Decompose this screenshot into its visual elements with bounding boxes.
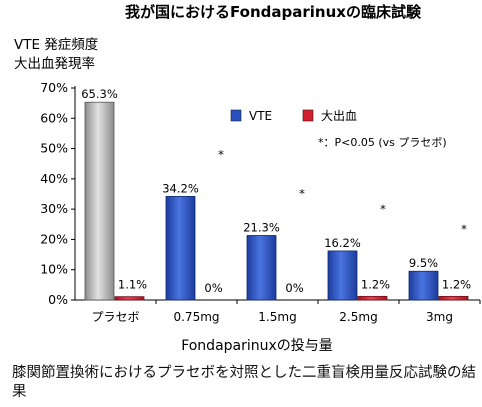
bar-vte (84, 101, 115, 301)
bar-vte (165, 196, 196, 301)
data-label-bleeding: 0% (204, 281, 222, 295)
x-axis-label: Fondaparinuxの投与量 (181, 338, 333, 354)
y-tick-label: 10% (40, 262, 68, 277)
significance-marker: * (380, 202, 386, 216)
y-tick-label: 60% (40, 110, 68, 125)
bar-bleeding (357, 295, 388, 301)
significance-marker: * (218, 147, 224, 161)
bars: 65.3% 1.1% 34.2% 0% * 21.3% 0% * 16.2% 1.2% * 9.5% 1… (81, 87, 471, 301)
significance-note: *：P<0.05 (vs プラセボ) (318, 136, 447, 149)
x-tick-label: 1.5mg (258, 310, 296, 324)
y-tick-label: 20% (40, 231, 68, 246)
y-tick-label: 50% (40, 141, 68, 156)
bar-vte (246, 235, 277, 301)
data-label-vte: 9.5% (409, 256, 438, 270)
y-tick-label: 40% (40, 171, 68, 186)
data-label-vte: 21.3% (243, 220, 280, 234)
chart-title: 我が国におけるFondaparinuxの臨床試験 (125, 3, 422, 21)
y-axis-label-line-2: 大出血発現率 (14, 55, 95, 72)
legend-label-vte: VTE (249, 109, 272, 123)
legend-swatch-vte (230, 109, 242, 122)
significance-marker: * (461, 222, 467, 236)
y-tick-label: 30% (40, 201, 68, 216)
significance-marker: * (299, 186, 305, 200)
x-tick-label: プラセボ (91, 310, 139, 324)
x-tick-label: 3mg (426, 310, 453, 324)
legend-swatch-bleeding (302, 109, 314, 122)
bar-bleeding (438, 295, 469, 301)
data-label-bleeding: 1.2% (442, 277, 471, 291)
chart: 我が国におけるFondaparinuxの臨床試験 VTE 発症頻度 大出血発現率… (14, 3, 481, 354)
legend-label-bleeding: 大出血 (321, 109, 357, 123)
bar-vte (408, 270, 439, 301)
caption: 膝関節置換術におけるプラセボを対照とした二重盲検用量反応試験の結果 (12, 365, 476, 400)
data-label-bleeding: 1.2% (361, 277, 390, 291)
data-label-vte: 65.3% (81, 87, 118, 101)
axes: 0% 10% 20% 30% 40% 50% 60% 70% プラセボ 0.75mg 1.5mg 2.… (40, 80, 481, 324)
x-tick-label: 2.5mg (339, 310, 377, 324)
legend: VTE 大出血 *：P<0.05 (vs プラセボ) (230, 109, 447, 149)
y-axis-label-line-1: VTE 発症頻度 (14, 37, 98, 53)
data-label-vte: 16.2% (324, 236, 361, 250)
y-tick-label: 70% (40, 80, 68, 95)
bar-vte (327, 250, 358, 301)
x-tick-label: 0.75mg (173, 310, 219, 324)
data-label-bleeding: 1.1% (118, 278, 147, 292)
bar-bleeding (114, 296, 145, 301)
y-tick-label: 0% (48, 292, 68, 307)
data-label-bleeding: 0% (285, 281, 303, 295)
data-label-vte: 34.2% (162, 181, 199, 195)
